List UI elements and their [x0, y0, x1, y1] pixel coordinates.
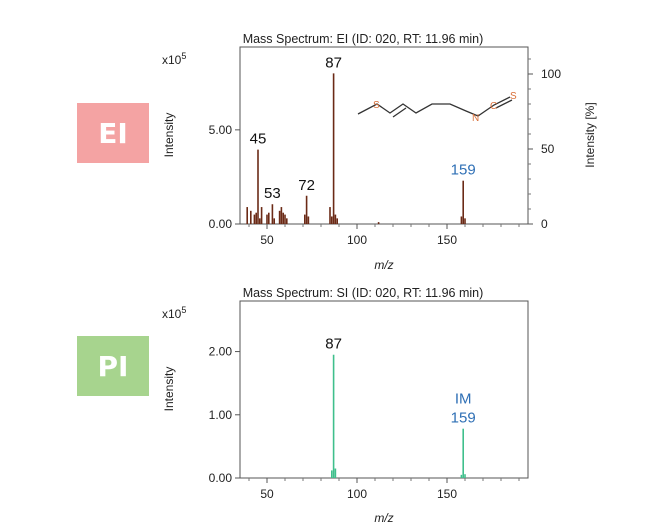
pi-exponent-label: x105: [162, 305, 186, 321]
pi-chart-title: Mass Spectrum: SI (ID: 020, RT: 11.96 mi…: [243, 286, 484, 300]
molecule-atom-s2: S: [510, 91, 517, 102]
pi-spectrum-chart: Mass Spectrum: SI (ID: 020, RT: 11.96 mi…: [162, 286, 529, 525]
molecule-atom-n: N: [472, 113, 479, 124]
pi-peak-label: 159: [451, 410, 476, 427]
ei-badge: EI: [77, 103, 149, 163]
ei-x-tick-label: 50: [260, 233, 274, 247]
ei-exponent-label: x105: [162, 51, 186, 67]
ei-peak-label: 53: [264, 185, 281, 202]
ei-x-tick-label: 150: [437, 233, 457, 247]
pi-y-tick-label: 2.00: [209, 345, 233, 359]
ei-chart-title: Mass Spectrum: EI (ID: 020, RT: 11.96 mi…: [243, 32, 484, 46]
ei-x-tick-label: 100: [347, 233, 367, 247]
ei-spectrum-chart: Mass Spectrum: EI (ID: 020, RT: 11.96 mi…: [162, 32, 597, 272]
pi-plot-frame: [239, 300, 529, 479]
pi-y-axis-label: Intensity: [162, 367, 176, 412]
pi-y-tick-label: 1.00: [209, 408, 233, 422]
ei-y2-tick-label: 0: [541, 217, 548, 231]
ei-y2-axis-label: Intensity [%]: [583, 102, 597, 167]
pi-x-tick-label: 150: [437, 487, 457, 501]
ei-peak-label: 159: [451, 162, 476, 179]
ei-peak-label: 87: [325, 54, 342, 71]
pi-peak-label: 87: [325, 336, 342, 353]
ei-y-tick-label: 0.00: [209, 217, 233, 231]
molecule-atom-c: C: [490, 101, 497, 112]
ei-y2-tick-label: 50: [541, 142, 555, 156]
pi-x-axis-label: m/z: [374, 511, 393, 525]
molecule-double-bond: [392, 107, 407, 118]
pi-peak-sublabel: IM: [455, 391, 472, 408]
ei-y-tick-label: 5.00: [209, 123, 233, 137]
pi-x-tick-label: 100: [347, 487, 367, 501]
molecule-bonds: [357, 96, 511, 117]
molecule-atom-s1: S: [373, 100, 380, 111]
ei-y-axis-label: Intensity: [162, 113, 176, 158]
pi-badge: PI: [77, 336, 149, 396]
molecule-structure: S N C S: [357, 91, 517, 124]
ei-peak-label: 45: [250, 131, 267, 148]
pi-x-tick-label: 50: [260, 487, 274, 501]
ei-plot-frame: [239, 46, 529, 225]
ei-x-axis-label: m/z: [374, 258, 393, 272]
ei-y2-tick-label: 100: [541, 67, 561, 81]
molecule-double-bond-2: [495, 99, 513, 109]
ei-peak-label: 72: [298, 177, 315, 194]
pi-y-tick-label: 0.00: [209, 471, 233, 485]
